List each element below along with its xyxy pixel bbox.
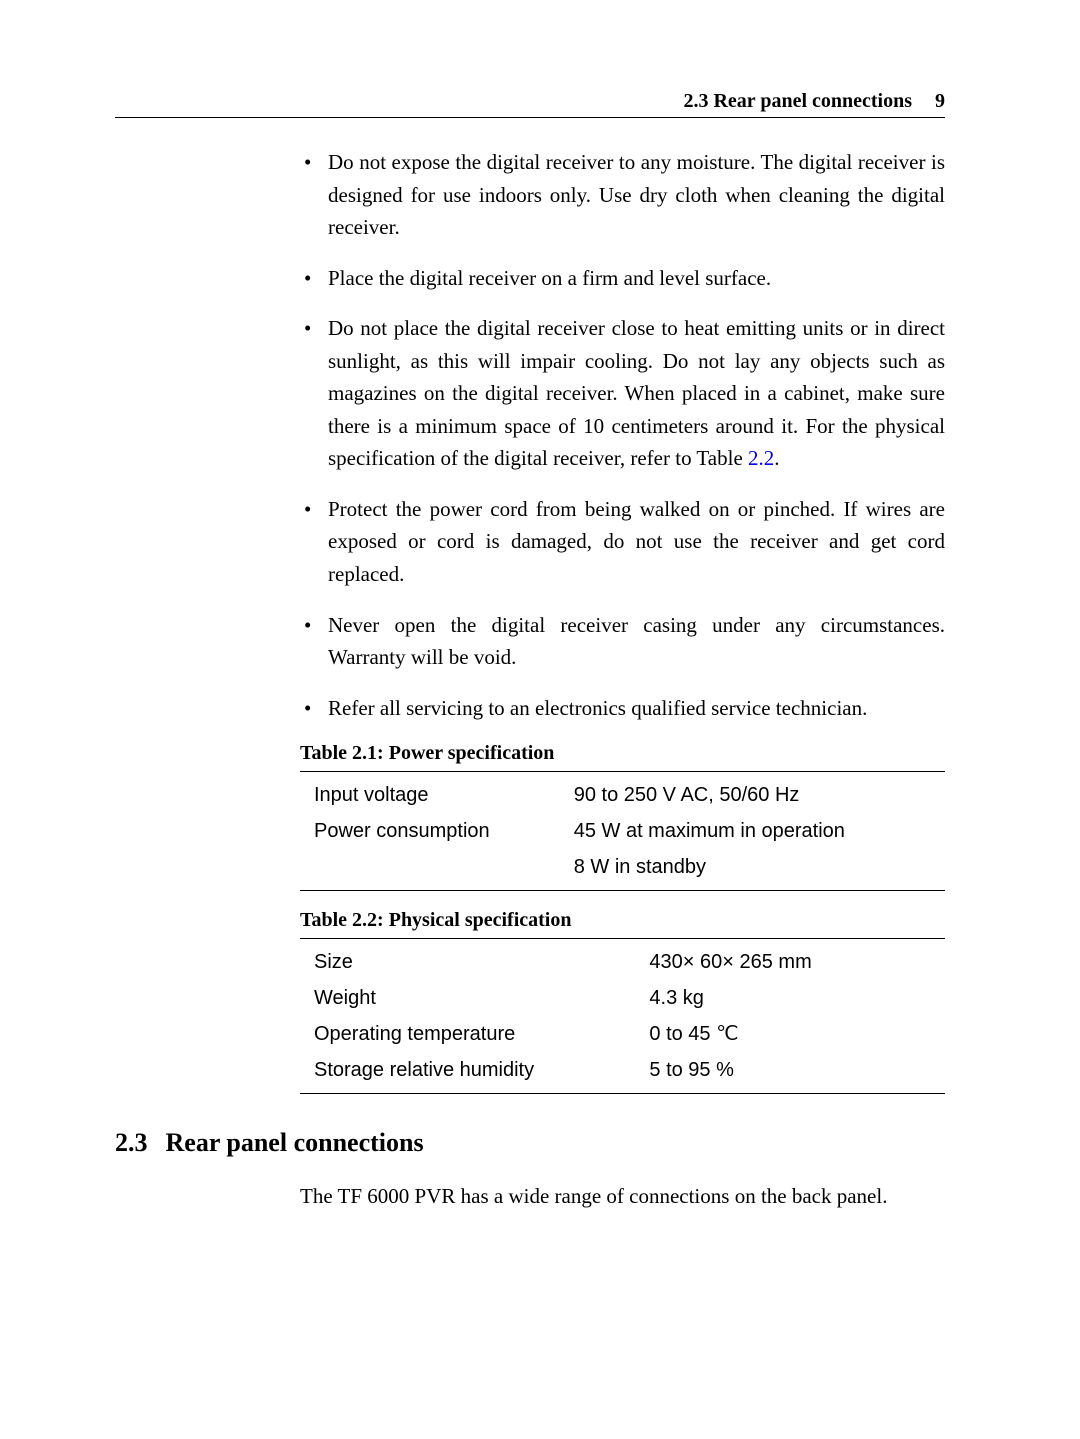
spec-value: 5 to 95 % — [635, 1052, 945, 1094]
table-row: Operating temperature 0 to 45 ℃ — [300, 1016, 945, 1052]
spec-label — [300, 849, 560, 891]
bullet-text: Place the digital receiver on a firm and… — [328, 266, 771, 290]
spec-value: 45 W at maximum in operation — [560, 813, 945, 849]
spec-label: Input voltage — [300, 772, 560, 814]
bullet-text: Refer all servicing to an electronics qu… — [328, 696, 867, 720]
table-ref-link[interactable]: 2.2 — [748, 446, 774, 470]
spec-label: Weight — [300, 980, 635, 1016]
header-title: 2.3 Rear panel connections — [683, 90, 912, 112]
list-item: Never open the digital receiver casing u… — [300, 609, 945, 674]
spec-label: Size — [300, 939, 635, 981]
bullet-text: Never open the digital receiver casing u… — [328, 613, 945, 670]
section-body: The TF 6000 PVR has a wide range of conn… — [300, 1180, 945, 1213]
physical-spec-table: Size 430× 60× 265 mm Weight 4.3 kg Opera… — [300, 938, 945, 1094]
spec-value: 8 W in standby — [560, 849, 945, 891]
list-item: Do not place the digital receiver close … — [300, 312, 945, 475]
table-caption-1: Table 2.1: Power specification — [300, 742, 945, 765]
list-item: Do not expose the digital receiver to an… — [300, 146, 945, 244]
list-item: Refer all servicing to an electronics qu… — [300, 692, 945, 725]
spec-label: Storage relative humidity — [300, 1052, 635, 1094]
spec-value: 90 to 250 V AC, 50/60 Hz — [560, 772, 945, 814]
section-number: 2.3 — [115, 1128, 148, 1157]
table-row: 8 W in standby — [300, 849, 945, 891]
table-row: Weight 4.3 kg — [300, 980, 945, 1016]
table-row: Storage relative humidity 5 to 95 % — [300, 1052, 945, 1094]
content-body: Do not expose the digital receiver to an… — [300, 146, 945, 1094]
bullet-list: Do not expose the digital receiver to an… — [300, 146, 945, 724]
spec-label: Power consumption — [300, 813, 560, 849]
table-row: Power consumption 45 W at maximum in ope… — [300, 813, 945, 849]
page-number: 9 — [935, 90, 945, 112]
page-header: 2.3 Rear panel connections 9 — [115, 90, 945, 118]
spec-value: 430× 60× 265 mm — [635, 939, 945, 981]
power-spec-table: Input voltage 90 to 250 V AC, 50/60 Hz P… — [300, 771, 945, 891]
table-row: Input voltage 90 to 250 V AC, 50/60 Hz — [300, 772, 945, 814]
list-item: Place the digital receiver on a firm and… — [300, 262, 945, 295]
list-item: Protect the power cord from being walked… — [300, 493, 945, 591]
bullet-text: Protect the power cord from being walked… — [328, 497, 945, 586]
spec-value: 0 to 45 ℃ — [635, 1016, 945, 1052]
section-heading: 2.3 Rear panel connections — [115, 1128, 945, 1158]
section-paragraph: The TF 6000 PVR has a wide range of conn… — [300, 1180, 945, 1213]
spec-label: Operating temperature — [300, 1016, 635, 1052]
table-row: Size 430× 60× 265 mm — [300, 939, 945, 981]
bullet-text: Do not place the digital receiver close … — [328, 316, 945, 470]
bullet-text: Do not expose the digital receiver to an… — [328, 150, 945, 239]
bullet-suffix: . — [774, 446, 779, 470]
section-title: Rear panel connections — [166, 1128, 424, 1157]
spec-value: 4.3 kg — [635, 980, 945, 1016]
table-caption-2: Table 2.2: Physical specification — [300, 909, 945, 932]
